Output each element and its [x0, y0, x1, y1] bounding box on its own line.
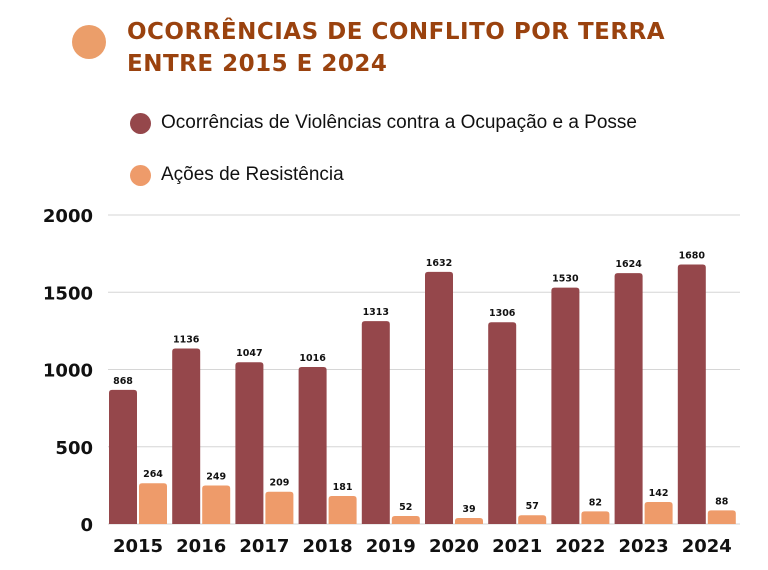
bar-resistencia-2022 [581, 511, 610, 524]
bar-resistencia-2016 [202, 485, 231, 524]
y-tick-label: 1500 [43, 283, 93, 304]
data-label-violencias-2020: 1632 [426, 258, 452, 269]
x-tick-label-2022: 2022 [555, 536, 605, 557]
data-label-resistencia-2024: 88 [715, 496, 729, 507]
title-decoration-dot [72, 25, 106, 59]
chart-title: OCORRÊNCIAS DE CONFLITO POR TERRA ENTRE … [127, 16, 665, 80]
data-label-resistencia-2015: 264 [143, 469, 163, 480]
data-label-violencias-2021: 1306 [489, 308, 516, 319]
y-tick-label: 0 [80, 515, 93, 536]
x-tick-label-2017: 2017 [239, 536, 289, 557]
data-label-violencias-2016: 1136 [173, 334, 200, 345]
data-label-violencias-2015: 868 [113, 376, 133, 387]
bar-violencias-2018 [298, 367, 327, 524]
y-tick-label: 2000 [43, 206, 93, 227]
data-label-violencias-2024: 1680 [679, 250, 706, 261]
chart-title-line-2: ENTRE 2015 E 2024 [127, 51, 388, 77]
x-tick-label-2024: 2024 [682, 536, 732, 557]
bar-resistencia-2020 [455, 517, 483, 524]
data-label-violencias-2019: 1313 [363, 307, 389, 318]
data-label-violencias-2017: 1047 [236, 348, 262, 359]
bar-violencias-2022 [551, 287, 580, 524]
bar-resistencia-2024 [707, 510, 736, 524]
bar-violencias-2021 [488, 322, 517, 524]
data-label-resistencia-2019: 52 [399, 502, 412, 513]
data-label-violencias-2018: 1016 [299, 353, 326, 364]
bar-violencias-2024 [677, 264, 706, 524]
bar-violencias-2016 [172, 348, 201, 524]
legend-item-resistencia: Ações de Resistência [130, 162, 637, 188]
x-tick-label-2018: 2018 [303, 536, 353, 557]
data-label-resistencia-2016: 249 [206, 472, 226, 483]
bar-violencias-2015 [109, 389, 137, 524]
legend-swatch-violencias [130, 112, 151, 134]
chart-title-line-1: OCORRÊNCIAS DE CONFLITO POR TERRA [127, 19, 666, 45]
x-tick-label-2016: 2016 [176, 536, 226, 557]
data-label-violencias-2023: 1624 [615, 259, 642, 270]
y-tick-label: 1000 [43, 361, 93, 382]
data-label-resistencia-2017: 209 [269, 478, 289, 489]
bar-violencias-2020 [425, 271, 453, 524]
bar-violencias-2019 [361, 321, 390, 524]
x-tick-label-2019: 2019 [366, 536, 416, 557]
x-tick-label-2015: 2015 [113, 536, 163, 557]
bar-violencias-2023 [614, 273, 643, 524]
legend: Ocorrências de Violências contra a Ocupa… [130, 110, 637, 214]
legend-label-violencias: Ocorrências de Violências contra a Ocupa… [161, 112, 637, 133]
bar-resistencia-2023 [644, 502, 673, 524]
y-tick-label: 500 [55, 438, 93, 459]
bar-resistencia-2015 [139, 483, 167, 524]
bar-violencias-2017 [235, 362, 264, 524]
data-label-resistencia-2020: 39 [462, 504, 475, 515]
x-tick-label-2023: 2023 [619, 536, 669, 557]
data-label-resistencia-2021: 57 [526, 501, 539, 512]
bar-resistencia-2019 [391, 515, 420, 524]
data-label-resistencia-2018: 181 [333, 482, 353, 493]
bar-resistencia-2017 [265, 491, 294, 524]
bar-resistencia-2018 [328, 496, 357, 524]
legend-swatch-resistencia [130, 164, 151, 186]
legend-item-violencias: Ocorrências de Violências contra a Ocupa… [130, 110, 637, 136]
x-tick-label-2021: 2021 [492, 536, 542, 557]
legend-label-resistencia: Ações de Resistência [161, 164, 344, 185]
data-label-resistencia-2023: 142 [649, 488, 669, 499]
data-label-violencias-2022: 1530 [552, 274, 579, 285]
bar-resistencia-2021 [518, 515, 547, 524]
x-tick-label-2020: 2020 [429, 536, 479, 557]
data-label-resistencia-2022: 82 [589, 497, 602, 508]
